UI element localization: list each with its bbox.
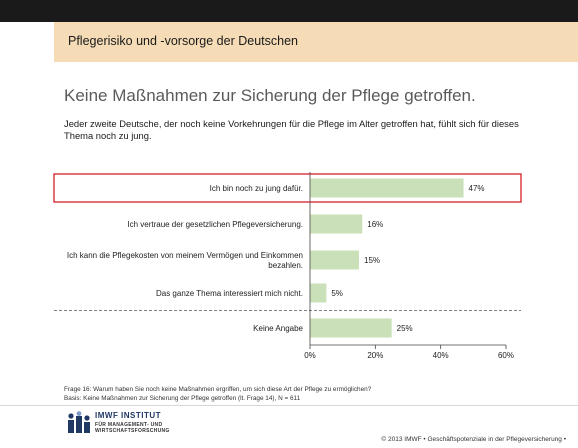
category-label: Ich kann die Pflegekosten von meinem Ver…	[67, 251, 303, 270]
category-label: Ich vertraue der gesetzlichen Pflegevers…	[127, 220, 303, 229]
x-tick-label: 40%	[433, 351, 449, 360]
value-label: 15%	[364, 256, 380, 265]
top-bar	[0, 0, 578, 22]
logo-name: IMWF INSTITUT	[95, 411, 162, 420]
value-label: 47%	[469, 184, 485, 193]
x-tick-label: 0%	[304, 351, 316, 360]
imwf-logo: IMWF INSTITUT FÜR MANAGEMENT- UND WIRTSC…	[67, 411, 207, 435]
footer-divider	[0, 405, 578, 406]
footnote-question: Frage 16: Warum haben Sie noch keine Maß…	[64, 386, 372, 393]
bar	[310, 178, 464, 198]
category-label: Keine Angabe	[253, 324, 303, 333]
bar	[310, 250, 359, 270]
value-label: 5%	[331, 289, 343, 298]
footnote: Frage 16: Warum haben Sie noch keine Maß…	[64, 385, 534, 403]
logo-mark-icon	[68, 411, 90, 433]
logo-subtitle-1: FÜR MANAGEMENT- UND	[95, 422, 163, 428]
bar	[310, 318, 392, 338]
footnote-basis: Basis: Keine Maßnahmen zur Sicherung der…	[64, 395, 301, 402]
value-label: 25%	[397, 324, 413, 333]
banner-title: Pflegerisiko und -vorsorge der Deutschen	[68, 34, 298, 48]
intro-text: Jeder zweite Deutsche, der noch keine Vo…	[64, 118, 519, 141]
highlight-box	[53, 173, 522, 203]
headline: Keine Maßnahmen zur Sicherung der Pflege…	[64, 86, 476, 105]
logo-subtitle-2: WIRTSCHAFTSFORSCHUNG	[95, 428, 170, 434]
category-label: Ich bin noch zu jung dafür.	[210, 184, 303, 193]
title-banner: Pflegerisiko und -vorsorge der Deutschen	[54, 22, 578, 62]
x-tick-label: 20%	[367, 351, 383, 360]
x-tick-label: 60%	[498, 351, 514, 360]
bar	[310, 214, 363, 234]
bar	[310, 283, 327, 303]
category-label: Das ganze Thema interessiert mich nicht.	[156, 289, 303, 298]
copyright: © 2013 IMWF • Geschäftspotenziale in der…	[381, 436, 566, 443]
value-label: 16%	[367, 220, 383, 229]
